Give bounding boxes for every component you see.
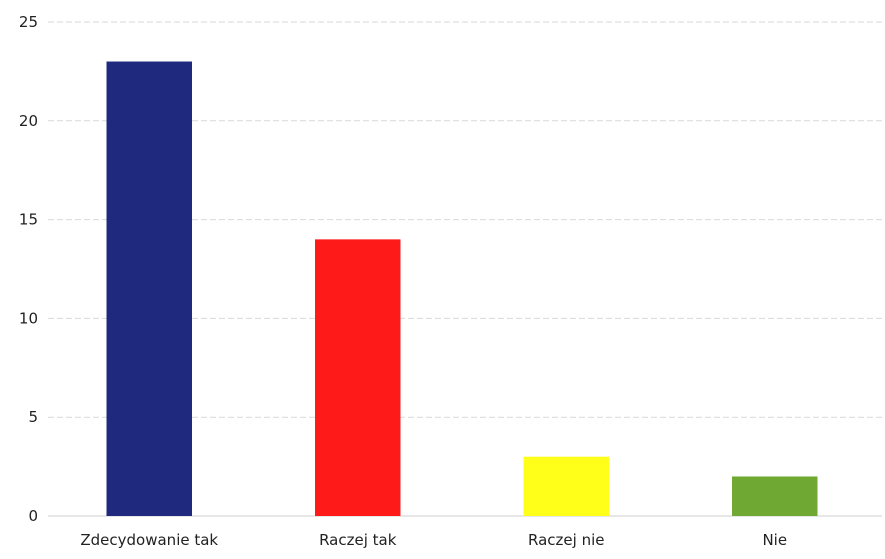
x-tick-label: Raczej nie [528,531,604,549]
y-tick-label: 15 [19,211,38,229]
bar-zdecydowanie-tak [106,61,192,517]
y-tick-label: 5 [28,408,38,426]
bar-raczej-nie [523,456,609,516]
bars [106,61,818,517]
x-tick-label: Raczej tak [319,531,397,549]
y-tick-label: 25 [19,13,38,31]
y-axis-ticks: 0 5 10 15 20 25 [19,13,38,525]
bar-nie [732,476,818,516]
x-tick-label: Nie [762,531,787,549]
y-tick-label: 20 [19,112,38,130]
x-axis-ticks: Zdecydowanie tak Raczej tak Raczej nie Nie [80,531,787,549]
y-tick-label: 0 [28,507,38,525]
bar-raczej-tak [315,239,401,517]
y-tick-label: 10 [19,309,38,327]
x-tick-label: Zdecydowanie tak [80,531,218,549]
